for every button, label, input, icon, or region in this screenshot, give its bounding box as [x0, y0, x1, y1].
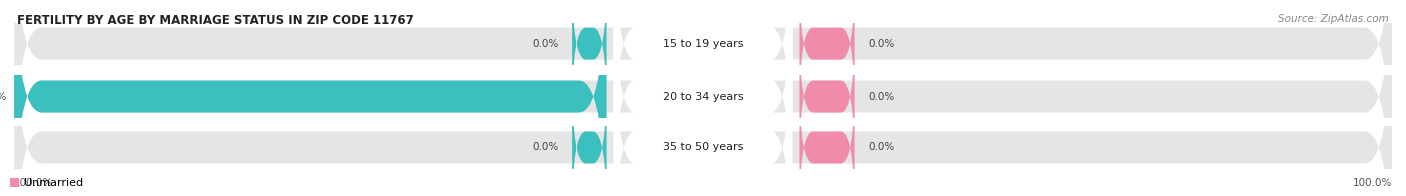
Text: 35 to 50 years: 35 to 50 years [662, 142, 744, 152]
FancyBboxPatch shape [800, 0, 855, 112]
FancyBboxPatch shape [613, 0, 793, 173]
Text: 0.0%: 0.0% [869, 142, 894, 152]
FancyBboxPatch shape [14, 0, 1392, 196]
Text: 20 to 34 years: 20 to 34 years [662, 92, 744, 102]
FancyBboxPatch shape [613, 0, 793, 196]
FancyBboxPatch shape [800, 79, 855, 196]
FancyBboxPatch shape [14, 0, 1392, 196]
Text: FERTILITY BY AGE BY MARRIAGE STATUS IN ZIP CODE 11767: FERTILITY BY AGE BY MARRIAGE STATUS IN Z… [17, 14, 413, 27]
Text: 0.0%: 0.0% [869, 39, 894, 49]
Text: 0.0%: 0.0% [869, 92, 894, 102]
FancyBboxPatch shape [800, 28, 855, 165]
Text: 0.0%: 0.0% [531, 39, 558, 49]
Text: 100.0%: 100.0% [14, 178, 53, 188]
Text: 15 to 19 years: 15 to 19 years [662, 39, 744, 49]
FancyBboxPatch shape [14, 0, 1392, 196]
FancyBboxPatch shape [572, 79, 606, 196]
FancyBboxPatch shape [613, 18, 793, 196]
Legend: Married, Unmarried: Married, Unmarried [0, 174, 87, 193]
Text: 0.0%: 0.0% [531, 142, 558, 152]
Text: Source: ZipAtlas.com: Source: ZipAtlas.com [1278, 14, 1389, 24]
Text: 100.0%: 100.0% [1353, 178, 1392, 188]
FancyBboxPatch shape [572, 0, 606, 112]
Text: 100.0%: 100.0% [0, 92, 7, 102]
FancyBboxPatch shape [14, 0, 606, 196]
